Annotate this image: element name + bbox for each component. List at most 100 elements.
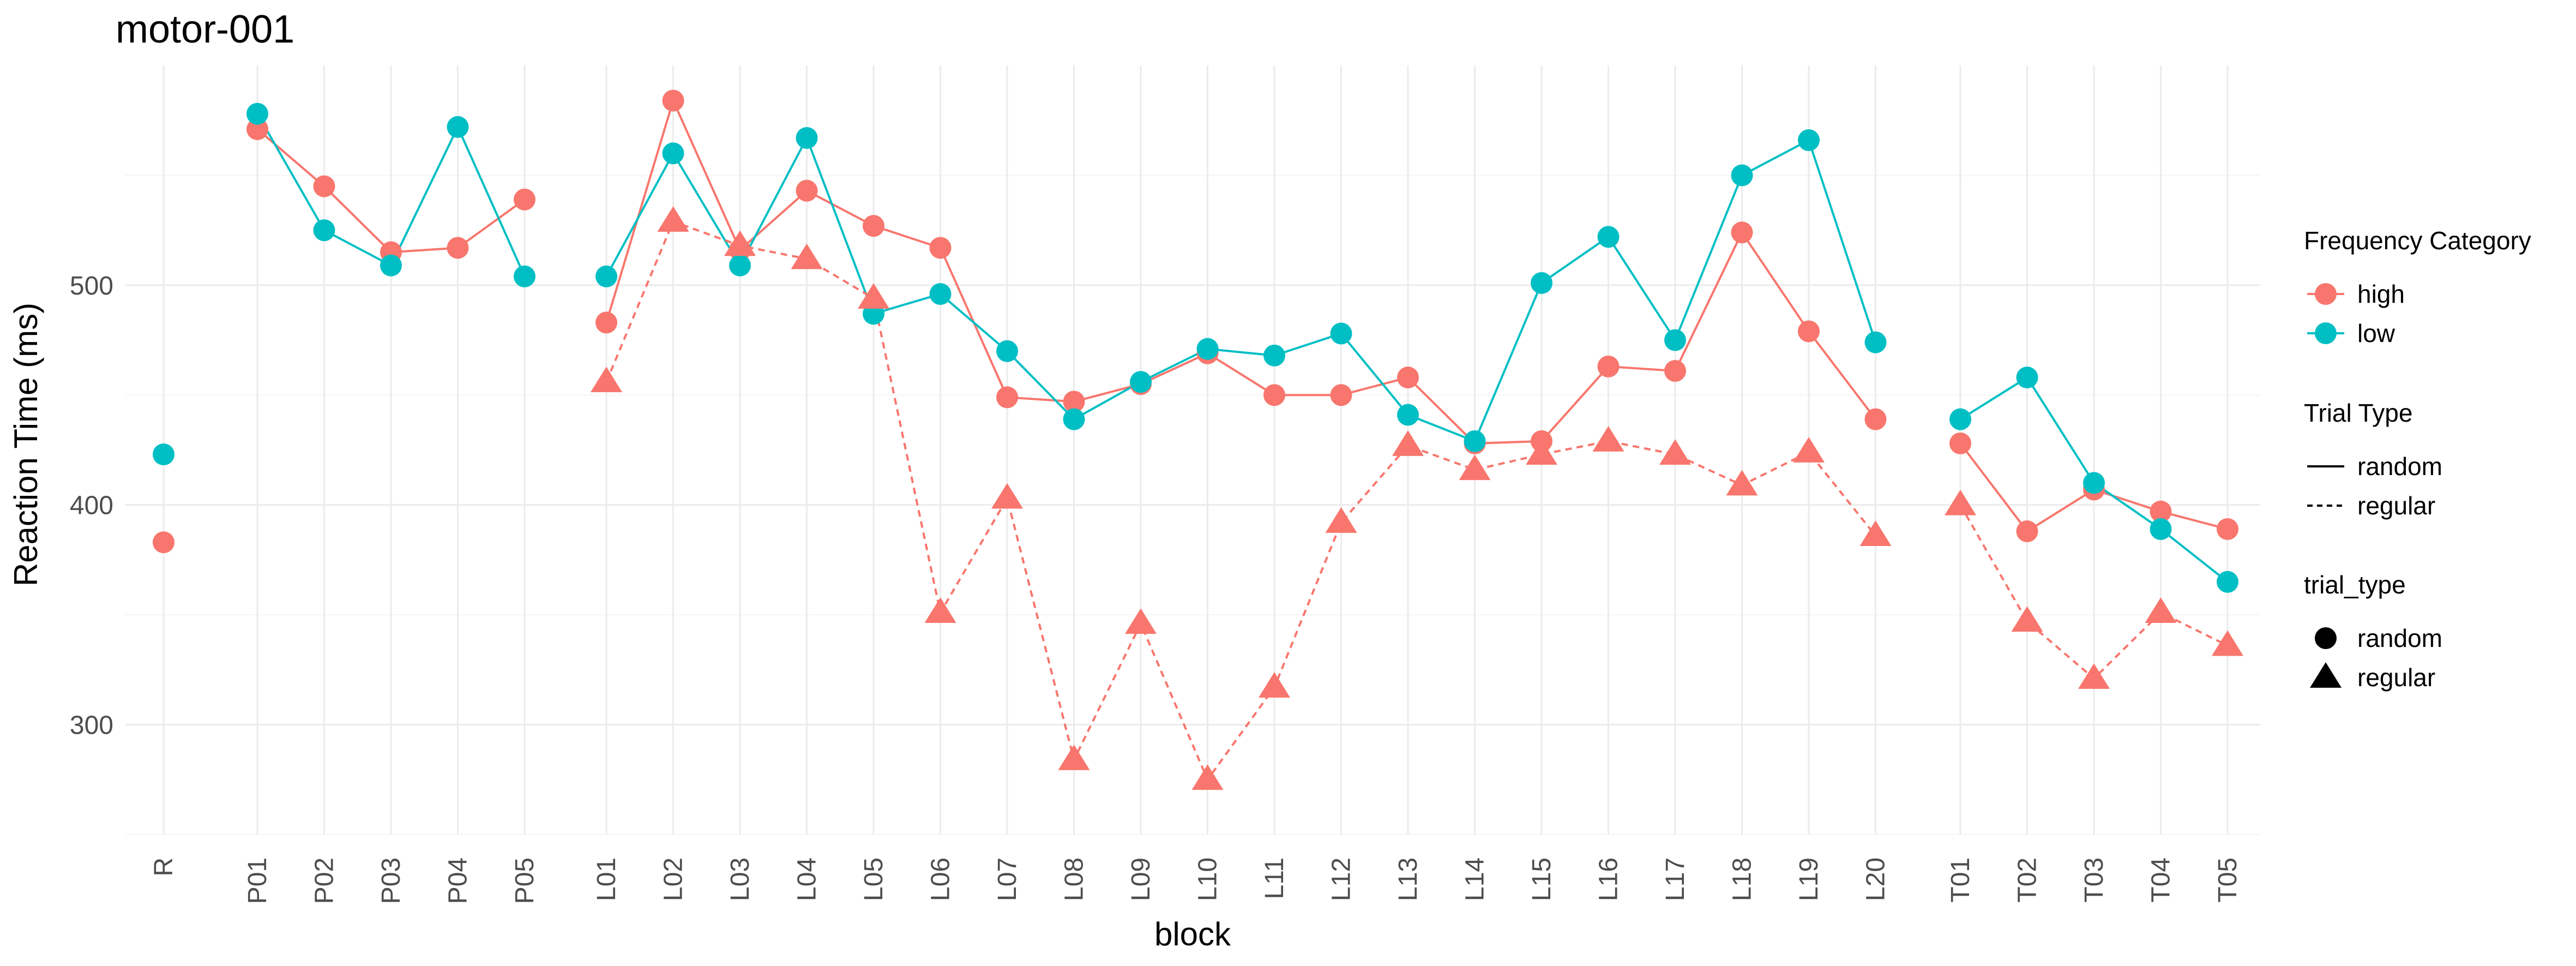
data-point-high-regular — [2011, 606, 2043, 632]
data-point-high-regular — [924, 597, 956, 623]
x-tick-label: R — [149, 857, 178, 877]
data-point-low-random — [153, 443, 174, 466]
x-axis-title: block — [1154, 916, 1231, 952]
data-point-high-random — [1263, 384, 1285, 406]
x-tick-label: L11 — [1260, 857, 1289, 899]
data-point-high-regular — [1058, 745, 1090, 770]
data-point-low-random — [1130, 371, 1152, 393]
data-point-low-random — [1263, 344, 1285, 367]
data-point-low-random — [2150, 518, 2172, 541]
data-point-high-regular — [591, 367, 622, 393]
data-point-high-regular — [991, 483, 1023, 509]
data-point-high-random — [1397, 367, 1419, 389]
data-point-low-random — [662, 142, 684, 165]
legend-key-point — [2315, 627, 2337, 649]
data-point-high-random — [1664, 359, 1686, 382]
data-point-high-random — [2217, 518, 2238, 541]
data-point-high-regular — [1125, 608, 1157, 634]
legend-label: low — [2357, 319, 2396, 347]
x-tick-label: L18 — [1728, 857, 1757, 901]
grid — [125, 65, 2260, 835]
data-point-high-random — [246, 118, 268, 140]
data-point-low-random — [1196, 338, 1219, 360]
data-point-high-random — [662, 89, 684, 112]
data-point-low-random — [1397, 404, 1419, 426]
legend-key-point — [2315, 283, 2337, 305]
series-lines — [256, 97, 2229, 782]
x-tick-label: P01 — [243, 857, 272, 904]
y-axis-title: Reaction Time (ms) — [8, 303, 44, 586]
data-point-high-regular — [1325, 507, 1357, 533]
chart-title: motor-001 — [116, 8, 294, 51]
data-point-low-random — [246, 103, 268, 125]
y-tick-label: 500 — [70, 272, 113, 301]
data-point-high-random — [1864, 408, 1887, 430]
x-tick-label: L07 — [993, 857, 1022, 901]
x-tick-label: L10 — [1194, 857, 1223, 901]
data-point-high-random — [313, 175, 335, 197]
x-tick-label: L17 — [1661, 857, 1690, 901]
data-point-high-random — [863, 215, 884, 237]
x-tick-label: T03 — [2080, 857, 2109, 903]
data-point-high-random — [1731, 221, 1753, 244]
y-tick-label: 400 — [70, 491, 113, 520]
x-tick-label: L03 — [726, 857, 755, 901]
data-point-high-regular — [858, 283, 889, 309]
data-point-high-regular — [1592, 425, 1624, 452]
data-point-low-random — [1464, 430, 1486, 452]
legend-label: regular — [2357, 663, 2435, 692]
x-tick-label: P05 — [510, 857, 539, 904]
data-point-low-random — [1597, 226, 1620, 248]
x-tick-label: L05 — [859, 857, 888, 901]
data-point-high-regular — [1793, 437, 1825, 463]
x-tick-label: L19 — [1795, 857, 1823, 901]
data-point-low-random — [1798, 129, 1820, 151]
x-tick-label: L04 — [793, 857, 822, 901]
x-tick-label: T04 — [2147, 857, 2176, 903]
legend-label: random — [2357, 624, 2442, 652]
legend-title: Frequency Category — [2304, 226, 2531, 255]
data-point-low-random — [1531, 272, 1552, 294]
series-line-high-random — [605, 97, 1877, 445]
data-point-high-random — [1063, 391, 1085, 413]
legend-title: Trial Type — [2304, 399, 2412, 427]
data-point-high-regular — [2078, 663, 2110, 689]
data-point-low-random — [380, 254, 402, 277]
data-point-low-random — [447, 116, 469, 138]
data-point-low-random — [929, 283, 952, 305]
data-point-low-random — [514, 265, 535, 287]
x-tick-label: L20 — [1862, 857, 1891, 901]
x-tick-label: T02 — [2013, 857, 2042, 903]
x-tick-label: L13 — [1394, 857, 1423, 901]
data-point-low-random — [595, 265, 617, 287]
data-point-low-random — [1949, 408, 1971, 430]
legend-key-point — [2315, 322, 2337, 344]
data-point-high-regular — [1726, 470, 1758, 496]
y-tick-label: 300 — [70, 711, 113, 740]
data-point-high-regular — [1459, 454, 1491, 481]
x-tick-label: L08 — [1060, 857, 1089, 901]
series-line-high-regular — [605, 220, 1877, 782]
data-point-high-regular — [724, 230, 756, 256]
data-point-high-regular — [1945, 489, 1976, 515]
data-point-high-random — [996, 386, 1018, 409]
data-point-high-random — [2150, 500, 2172, 523]
data-point-high-regular — [1659, 439, 1691, 465]
data-point-high-regular — [2212, 630, 2243, 656]
y-axis-ticks: 300 400 500 — [70, 272, 113, 740]
x-tick-label: L14 — [1461, 857, 1490, 901]
data-point-low-random — [313, 219, 335, 242]
data-point-low-random — [729, 254, 751, 277]
data-point-high-random — [595, 311, 617, 334]
data-point-high-regular — [791, 243, 823, 269]
data-point-low-random — [996, 340, 1018, 362]
x-tick-label: L16 — [1594, 857, 1623, 901]
x-tick-label: P04 — [444, 857, 473, 904]
data-point-high-random — [1597, 355, 1620, 377]
legend-title: trial_type — [2304, 571, 2406, 599]
x-tick-label: L09 — [1127, 857, 1155, 901]
data-point-low-random — [1664, 329, 1686, 351]
x-tick-label: P02 — [310, 857, 339, 904]
x-tick-label: L02 — [659, 857, 688, 901]
legend-label: high — [2357, 280, 2405, 308]
